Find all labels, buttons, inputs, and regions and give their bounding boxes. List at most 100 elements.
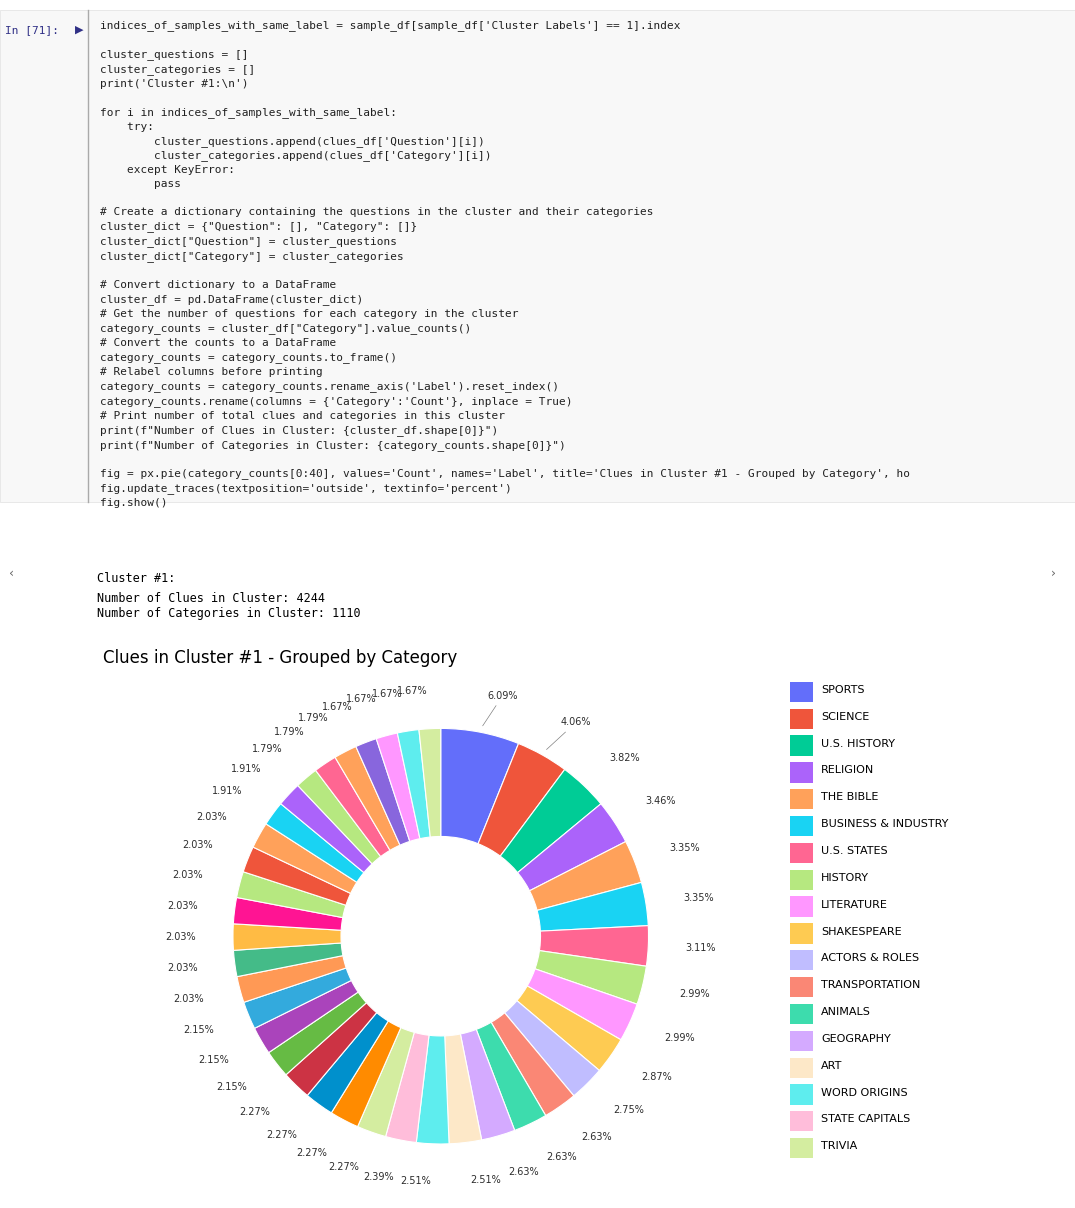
Text: 2.27%: 2.27%: [240, 1108, 270, 1117]
Wedge shape: [527, 969, 637, 1040]
Text: LITERATURE: LITERATURE: [821, 900, 888, 910]
Text: 2.03%: 2.03%: [173, 994, 204, 1004]
Text: ART: ART: [821, 1061, 843, 1070]
Wedge shape: [535, 951, 646, 1004]
Wedge shape: [253, 824, 357, 894]
Bar: [790, 815, 813, 836]
Wedge shape: [255, 981, 358, 1052]
Text: In [71]:: In [71]:: [5, 25, 59, 35]
Text: Number of Categories in Cluster: 1110: Number of Categories in Cluster: 1110: [97, 606, 360, 620]
Text: 2.03%: 2.03%: [164, 933, 196, 942]
Text: Clues in Cluster #1 - Grouped by Category: Clues in Cluster #1 - Grouped by Categor…: [103, 649, 457, 667]
Wedge shape: [269, 992, 367, 1075]
Text: SHAKESPEARE: SHAKESPEARE: [821, 927, 902, 936]
Text: 2.03%: 2.03%: [173, 870, 203, 881]
Wedge shape: [441, 728, 518, 843]
Wedge shape: [266, 803, 364, 882]
Wedge shape: [376, 733, 420, 842]
Wedge shape: [236, 872, 346, 918]
Bar: [790, 870, 813, 890]
Text: 1.67%: 1.67%: [372, 689, 402, 699]
Text: 1.79%: 1.79%: [252, 744, 283, 754]
Text: 2.27%: 2.27%: [267, 1129, 297, 1140]
Wedge shape: [286, 1003, 376, 1096]
Text: 1.67%: 1.67%: [321, 703, 353, 713]
Text: 1.67%: 1.67%: [398, 686, 428, 696]
Text: 3.35%: 3.35%: [683, 893, 714, 904]
Text: BUSINESS & INDUSTRY: BUSINESS & INDUSTRY: [821, 819, 948, 829]
Bar: [790, 951, 813, 970]
Wedge shape: [243, 847, 350, 905]
Bar: [790, 1004, 813, 1024]
Bar: [790, 923, 813, 943]
Wedge shape: [298, 771, 381, 864]
Bar: [790, 896, 813, 917]
Text: U.S. HISTORY: U.S. HISTORY: [821, 738, 895, 749]
Wedge shape: [419, 728, 441, 837]
Text: ▶: ▶: [75, 25, 84, 35]
Text: 1.79%: 1.79%: [298, 714, 328, 724]
Text: 2.39%: 2.39%: [363, 1172, 393, 1181]
Text: U.S. STATES: U.S. STATES: [821, 846, 888, 856]
Wedge shape: [478, 744, 564, 856]
Text: TRANSPORTATION: TRANSPORTATION: [821, 980, 920, 991]
Wedge shape: [244, 968, 352, 1028]
Bar: [790, 1085, 813, 1104]
Text: 1.91%: 1.91%: [213, 786, 243, 796]
Wedge shape: [281, 785, 372, 872]
Bar: [790, 977, 813, 998]
Text: 2.03%: 2.03%: [167, 964, 198, 974]
Text: 2.15%: 2.15%: [217, 1082, 247, 1092]
Text: indices_of_samples_with_same_label = sample_df[sample_df['Cluster Labels'] == 1]: indices_of_samples_with_same_label = sam…: [100, 21, 911, 509]
Text: GEOGRAPHY: GEOGRAPHY: [821, 1034, 891, 1044]
Wedge shape: [540, 925, 648, 966]
Bar: [790, 1057, 813, 1078]
Text: ACTORS & ROLES: ACTORS & ROLES: [821, 953, 919, 963]
Text: 2.99%: 2.99%: [679, 989, 710, 999]
Wedge shape: [517, 986, 621, 1070]
Wedge shape: [491, 1012, 574, 1115]
Text: 2.63%: 2.63%: [547, 1152, 577, 1162]
Wedge shape: [233, 924, 341, 951]
Text: Number of Clues in Cluster: 4244: Number of Clues in Cluster: 4244: [97, 592, 325, 605]
Bar: [790, 762, 813, 783]
Wedge shape: [236, 956, 346, 1003]
Wedge shape: [476, 1022, 546, 1131]
Wedge shape: [445, 1034, 482, 1144]
Wedge shape: [316, 757, 390, 856]
Text: 1.91%: 1.91%: [231, 763, 261, 774]
Wedge shape: [538, 882, 648, 931]
Bar: [790, 709, 813, 728]
Wedge shape: [398, 730, 430, 838]
Wedge shape: [386, 1033, 429, 1143]
Text: TRIVIA: TRIVIA: [821, 1142, 858, 1151]
Wedge shape: [233, 898, 343, 930]
Text: 3.46%: 3.46%: [646, 796, 676, 807]
Text: WORD ORIGINS: WORD ORIGINS: [821, 1087, 907, 1098]
Text: THE BIBLE: THE BIBLE: [821, 792, 878, 802]
Text: ›: ›: [1050, 568, 1056, 580]
Text: 3.11%: 3.11%: [686, 942, 716, 953]
Text: ‹: ‹: [9, 568, 14, 580]
Wedge shape: [358, 1028, 414, 1137]
Bar: [790, 1030, 813, 1051]
Text: 2.51%: 2.51%: [470, 1174, 501, 1185]
Wedge shape: [518, 803, 626, 890]
Wedge shape: [335, 747, 400, 850]
Text: 2.63%: 2.63%: [582, 1132, 613, 1142]
Wedge shape: [233, 943, 343, 977]
Wedge shape: [307, 1012, 388, 1113]
Text: ANIMALS: ANIMALS: [821, 1007, 871, 1017]
Bar: [790, 736, 813, 756]
Text: 2.27%: 2.27%: [296, 1149, 327, 1158]
Text: STATE CAPITALS: STATE CAPITALS: [821, 1115, 911, 1125]
Wedge shape: [500, 769, 601, 872]
Text: 4.06%: 4.06%: [546, 718, 591, 749]
Text: 1.79%: 1.79%: [274, 727, 304, 737]
Text: 6.09%: 6.09%: [483, 691, 518, 726]
Text: 2.87%: 2.87%: [642, 1071, 672, 1082]
Text: 2.99%: 2.99%: [664, 1033, 694, 1043]
Text: 2.75%: 2.75%: [614, 1105, 644, 1115]
Text: 2.15%: 2.15%: [198, 1055, 229, 1064]
Wedge shape: [530, 842, 642, 911]
